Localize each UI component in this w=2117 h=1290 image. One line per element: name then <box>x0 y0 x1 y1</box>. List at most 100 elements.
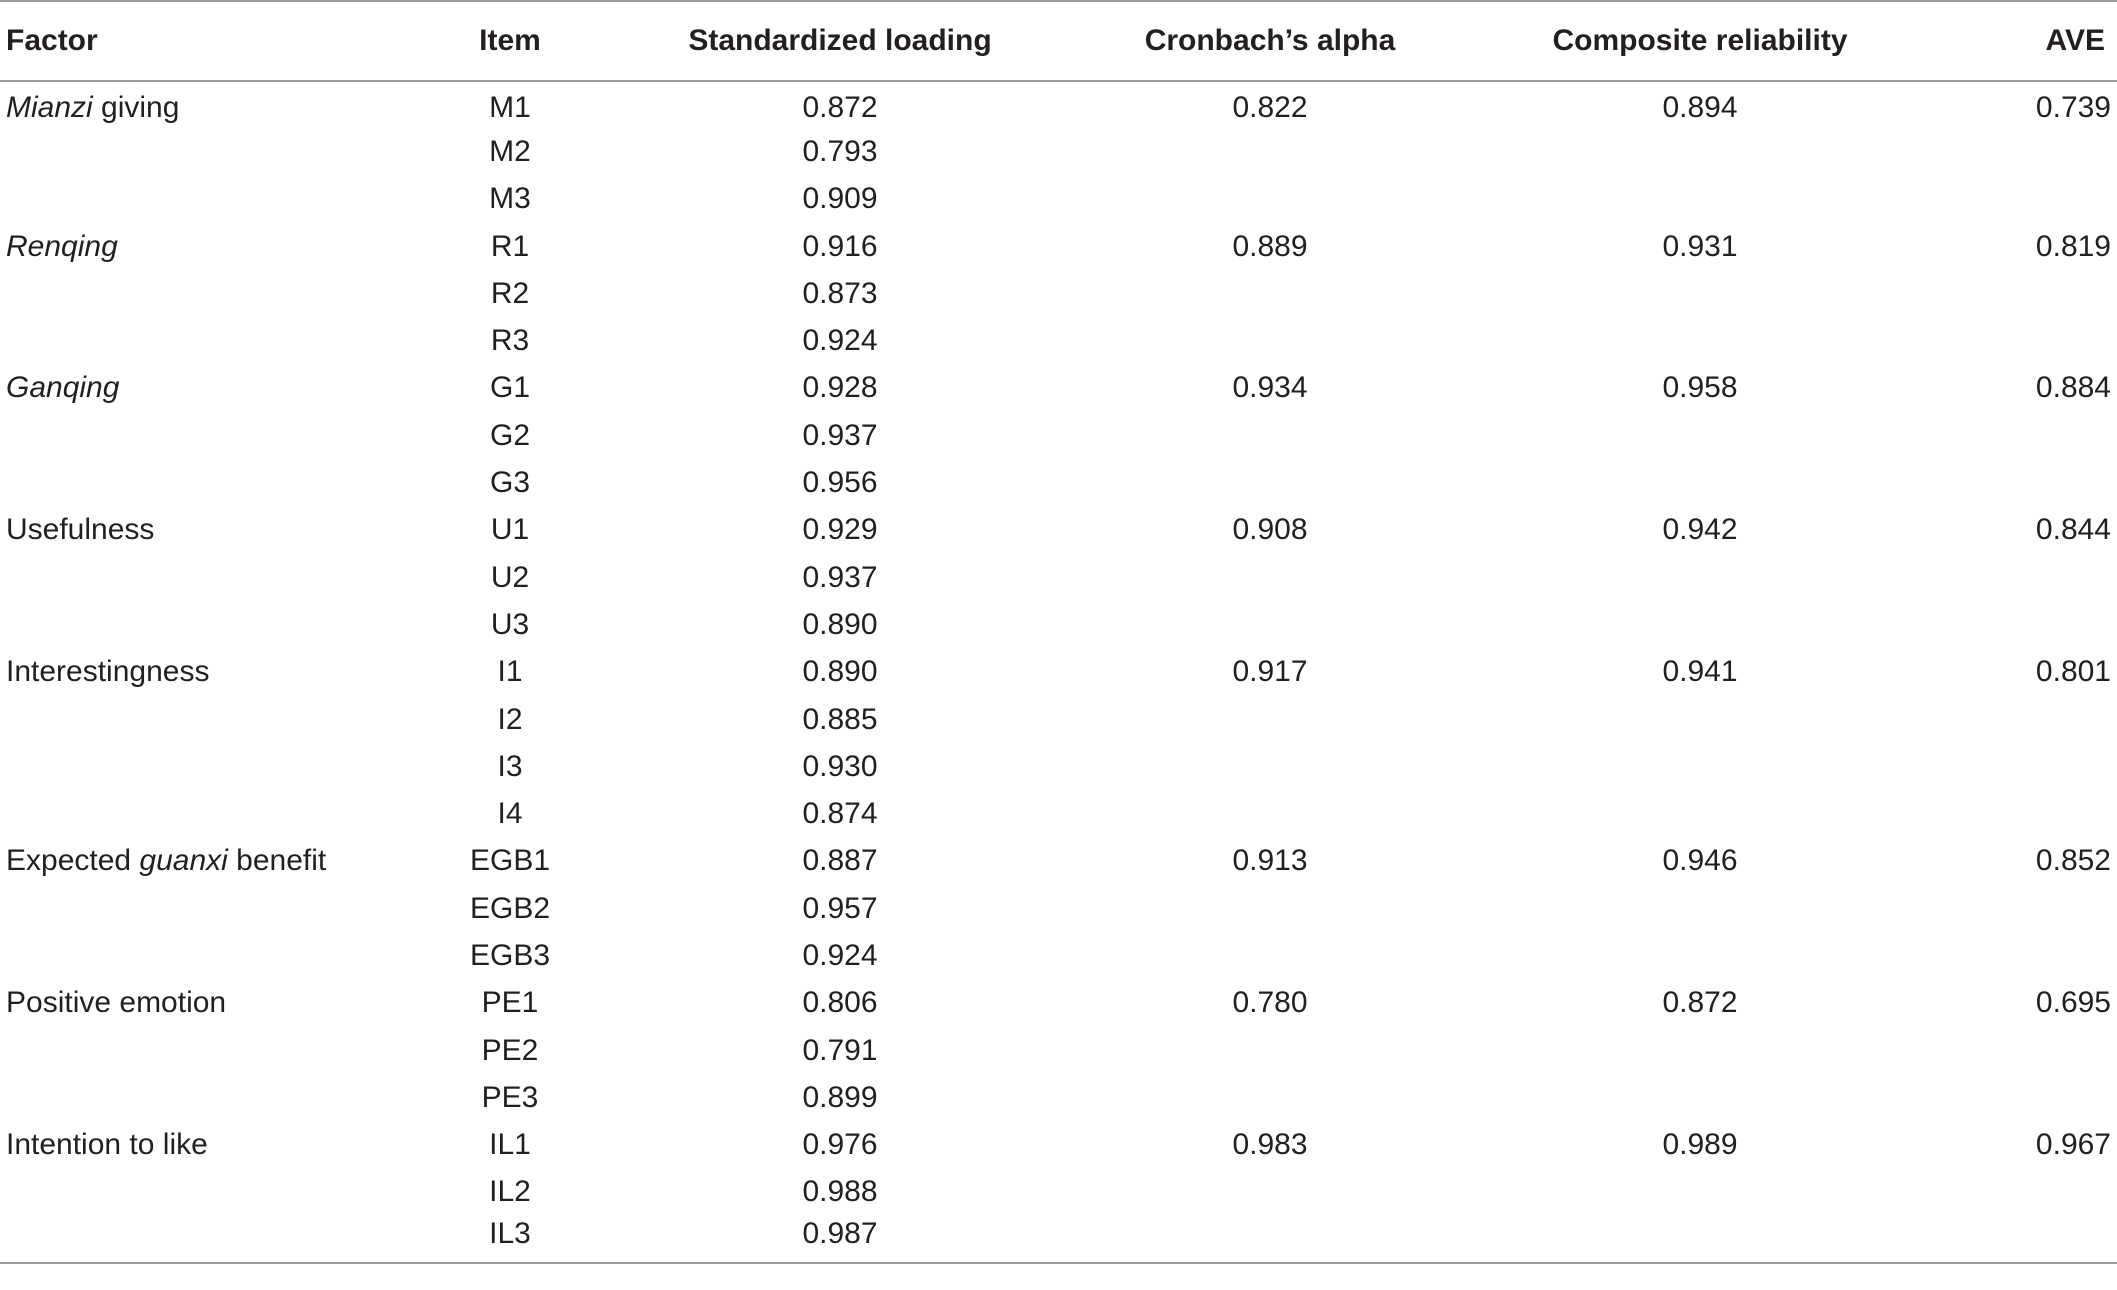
factor-cell: Ganqing <box>0 365 420 412</box>
factor-cell <box>0 176 420 223</box>
ave-cell <box>1940 743 2117 790</box>
ave-cell <box>1940 270 2117 317</box>
composite-reliability-cell <box>1460 1074 1940 1121</box>
table-row: I4 0.874 <box>0 790 2117 837</box>
ave-cell <box>1940 885 2117 932</box>
standardized-loading-cell: 0.874 <box>802 797 878 831</box>
ave-cell <box>1940 459 2117 506</box>
cronbachs-alpha-cell <box>1080 743 1460 790</box>
ave-cell: 0.884 <box>2035 371 2111 405</box>
factor-cell <box>0 459 420 506</box>
item-cell: R2 <box>490 276 530 310</box>
table-row: EGB3 0.924 <box>0 932 2117 979</box>
table-row: Mianzi giving M1 0.872 0.822 0.894 0.739 <box>0 81 2117 128</box>
composite-reliability-cell <box>1460 1027 1940 1074</box>
factor-name-part: Positive emotion <box>6 986 227 1020</box>
cronbachs-alpha-cell: 0.908 <box>1232 513 1308 547</box>
item-cell: I2 <box>497 702 523 736</box>
factor-name-part: Expected <box>6 844 140 878</box>
factor-cell <box>0 412 420 459</box>
ave-cell <box>1940 1216 2117 1265</box>
standardized-loading-cell: 0.885 <box>802 702 878 736</box>
item-cell: PE3 <box>481 1080 539 1114</box>
item-cell: U3 <box>490 607 530 641</box>
cronbachs-alpha-cell <box>1080 1169 1460 1216</box>
ave-cell: 0.852 <box>2035 844 2111 878</box>
standardized-loading-cell: 0.924 <box>802 938 878 972</box>
composite-reliability-cell <box>1460 696 1940 743</box>
item-cell: U2 <box>490 560 530 594</box>
standardized-loading-cell: 0.873 <box>802 276 878 310</box>
cronbachs-alpha-cell <box>1080 176 1460 223</box>
item-cell: I1 <box>497 655 523 689</box>
ave-cell <box>1940 1074 2117 1121</box>
header-row: Factor Item Standardized loading Cronbac… <box>0 0 2117 82</box>
table-row: Expected guanxi benefit EGB1 0.887 0.913 0.9… <box>0 838 2117 885</box>
ave-cell <box>1940 554 2117 601</box>
standardized-loading-cell: 0.928 <box>802 371 878 405</box>
composite-reliability-cell <box>1460 128 1940 175</box>
cronbachs-alpha-cell: 0.822 <box>1232 91 1308 125</box>
table-row: Positive emotion PE1 0.806 0.780 0.872 0.695 <box>0 980 2117 1027</box>
factor-cell: Renqing <box>0 223 420 270</box>
ave-cell <box>1940 317 2117 364</box>
standardized-loading-cell: 0.909 <box>802 182 878 216</box>
item-cell: M3 <box>489 182 531 216</box>
table-row: U3 0.890 <box>0 601 2117 648</box>
table-row: IL3 0.987 <box>0 1216 2117 1265</box>
composite-reliability-cell <box>1460 412 1940 459</box>
standardized-loading-cell: 0.957 <box>802 891 878 925</box>
ave-cell <box>1940 601 2117 648</box>
table-row: EGB2 0.957 <box>0 885 2117 932</box>
factor-name-part: Ganqing <box>6 371 120 405</box>
table-row: PE2 0.791 <box>0 1027 2117 1074</box>
composite-reliability-cell: 0.894 <box>1662 91 1738 125</box>
standardized-loading-cell: 0.793 <box>802 134 878 168</box>
composite-reliability-cell <box>1460 554 1940 601</box>
cronbachs-alpha-cell <box>1080 459 1460 506</box>
standardized-loading-cell: 0.916 <box>802 229 878 263</box>
standardized-loading-cell: 0.937 <box>802 418 878 452</box>
composite-reliability-cell <box>1460 932 1940 979</box>
item-cell: EGB1 <box>469 844 551 878</box>
factor-name-part: Intention to like <box>6 1128 208 1162</box>
standardized-loading-cell: 0.890 <box>802 655 878 689</box>
standardized-loading-cell: 0.890 <box>802 607 878 641</box>
table-body: Mianzi giving M1 0.872 0.822 0.894 0.739 M2 0.7… <box>0 81 2117 1265</box>
cronbachs-alpha-cell: 0.934 <box>1232 371 1308 405</box>
cronbachs-alpha-cell <box>1080 317 1460 364</box>
cronbachs-alpha-cell: 0.913 <box>1232 844 1308 878</box>
composite-reliability-cell <box>1460 601 1940 648</box>
factor-cell: Expected guanxi benefit <box>0 838 420 885</box>
item-cell: I3 <box>497 749 523 783</box>
factor-cell <box>0 601 420 648</box>
item-cell: U1 <box>490 513 530 547</box>
factor-cell <box>0 743 420 790</box>
ave-cell: 0.739 <box>2035 91 2111 125</box>
table-row: I2 0.885 <box>0 696 2117 743</box>
factor-name-part: Renqing <box>6 229 118 263</box>
table-row: Usefulness U1 0.929 0.908 0.942 0.844 <box>0 507 2117 554</box>
item-cell: EGB2 <box>469 891 551 925</box>
item-cell: PE2 <box>481 1033 539 1067</box>
item-cell: R3 <box>490 324 530 358</box>
factor-name-part: Interestingness <box>6 655 210 689</box>
ave-cell <box>1940 790 2117 837</box>
cronbachs-alpha-cell <box>1080 885 1460 932</box>
standardized-loading-cell: 0.806 <box>802 986 878 1020</box>
ave-cell <box>1940 696 2117 743</box>
factor-cell: Intention to like <box>0 1122 420 1169</box>
table-row: R3 0.924 <box>0 317 2117 364</box>
cronbachs-alpha-cell <box>1080 601 1460 648</box>
composite-reliability-cell: 0.931 <box>1662 229 1738 263</box>
factor-cell <box>0 1074 420 1121</box>
ave-cell: 0.801 <box>2035 655 2111 689</box>
factor-name-part: Usefulness <box>6 513 155 547</box>
cronbachs-alpha-cell <box>1080 932 1460 979</box>
factor-cell <box>0 128 420 175</box>
factor-cell <box>0 932 420 979</box>
item-cell: M1 <box>489 91 531 125</box>
table-row: IL2 0.988 <box>0 1169 2117 1216</box>
ave-cell <box>1940 176 2117 223</box>
